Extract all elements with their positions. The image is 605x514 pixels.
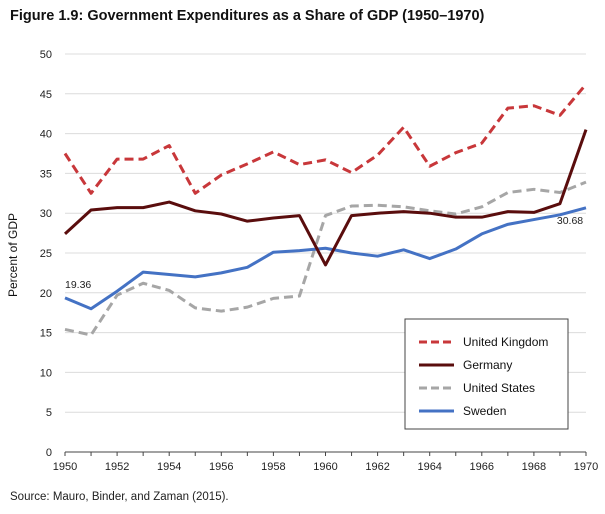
y-tick-label: 50 bbox=[40, 49, 52, 61]
y-tick-label: 40 bbox=[40, 129, 52, 141]
y-tick-label: 45 bbox=[40, 89, 52, 101]
series-line-united-kingdom bbox=[63, 83, 588, 195]
data-label: 19.36 bbox=[65, 279, 91, 291]
data-label: 30.68 bbox=[557, 215, 583, 227]
y-tick-label: 0 bbox=[46, 447, 52, 459]
chart-title: Figure 1.9: Government Expenditures as a… bbox=[10, 8, 485, 24]
x-tick-label: 1954 bbox=[157, 461, 181, 473]
x-tick-label: 1958 bbox=[261, 461, 285, 473]
x-tick-label: 1952 bbox=[105, 461, 129, 473]
x-tick-label: 1950 bbox=[53, 461, 77, 473]
y-tick-label: 5 bbox=[46, 407, 52, 419]
legend-label: United States bbox=[463, 381, 535, 395]
series-line-united-states bbox=[64, 180, 587, 337]
x-tick-label: 1966 bbox=[470, 461, 494, 473]
legend-label: United Kingdom bbox=[463, 335, 548, 349]
y-tick-label: 35 bbox=[40, 168, 52, 180]
series-line-germany bbox=[63, 129, 588, 267]
y-tick-label: 10 bbox=[40, 367, 52, 379]
x-tick-label: 1962 bbox=[365, 461, 389, 473]
x-tick-label: 1968 bbox=[522, 461, 546, 473]
chart-source: Source: Mauro, Binder, and Zaman (2015). bbox=[10, 491, 229, 503]
series-lines bbox=[63, 83, 588, 337]
y-axis-label: Percent of GDP bbox=[6, 213, 20, 297]
data-labels: 19.36 30.68 bbox=[65, 215, 583, 291]
legend-label: Sweden bbox=[463, 404, 506, 418]
y-tick-label: 15 bbox=[40, 328, 52, 340]
x-tick-label: 1964 bbox=[417, 461, 441, 473]
legend-label: Germany bbox=[463, 358, 512, 372]
x-tick-label: 1960 bbox=[313, 461, 337, 473]
axes bbox=[64, 451, 587, 456]
y-tick-label: 25 bbox=[40, 248, 52, 260]
series-line-sweden bbox=[64, 206, 587, 311]
y-tick-label: 30 bbox=[40, 208, 52, 220]
x-tick-label: 1970 bbox=[574, 461, 598, 473]
tick-labels: 0 5 10 15 20 25 30 35 40 45 50 1950 1952 1954 1956 1958… bbox=[40, 49, 598, 473]
y-tick-label: 20 bbox=[40, 288, 52, 300]
x-tick-label: 1956 bbox=[209, 461, 233, 473]
legend: United Kingdom Germany United States Sweden bbox=[404, 318, 569, 430]
